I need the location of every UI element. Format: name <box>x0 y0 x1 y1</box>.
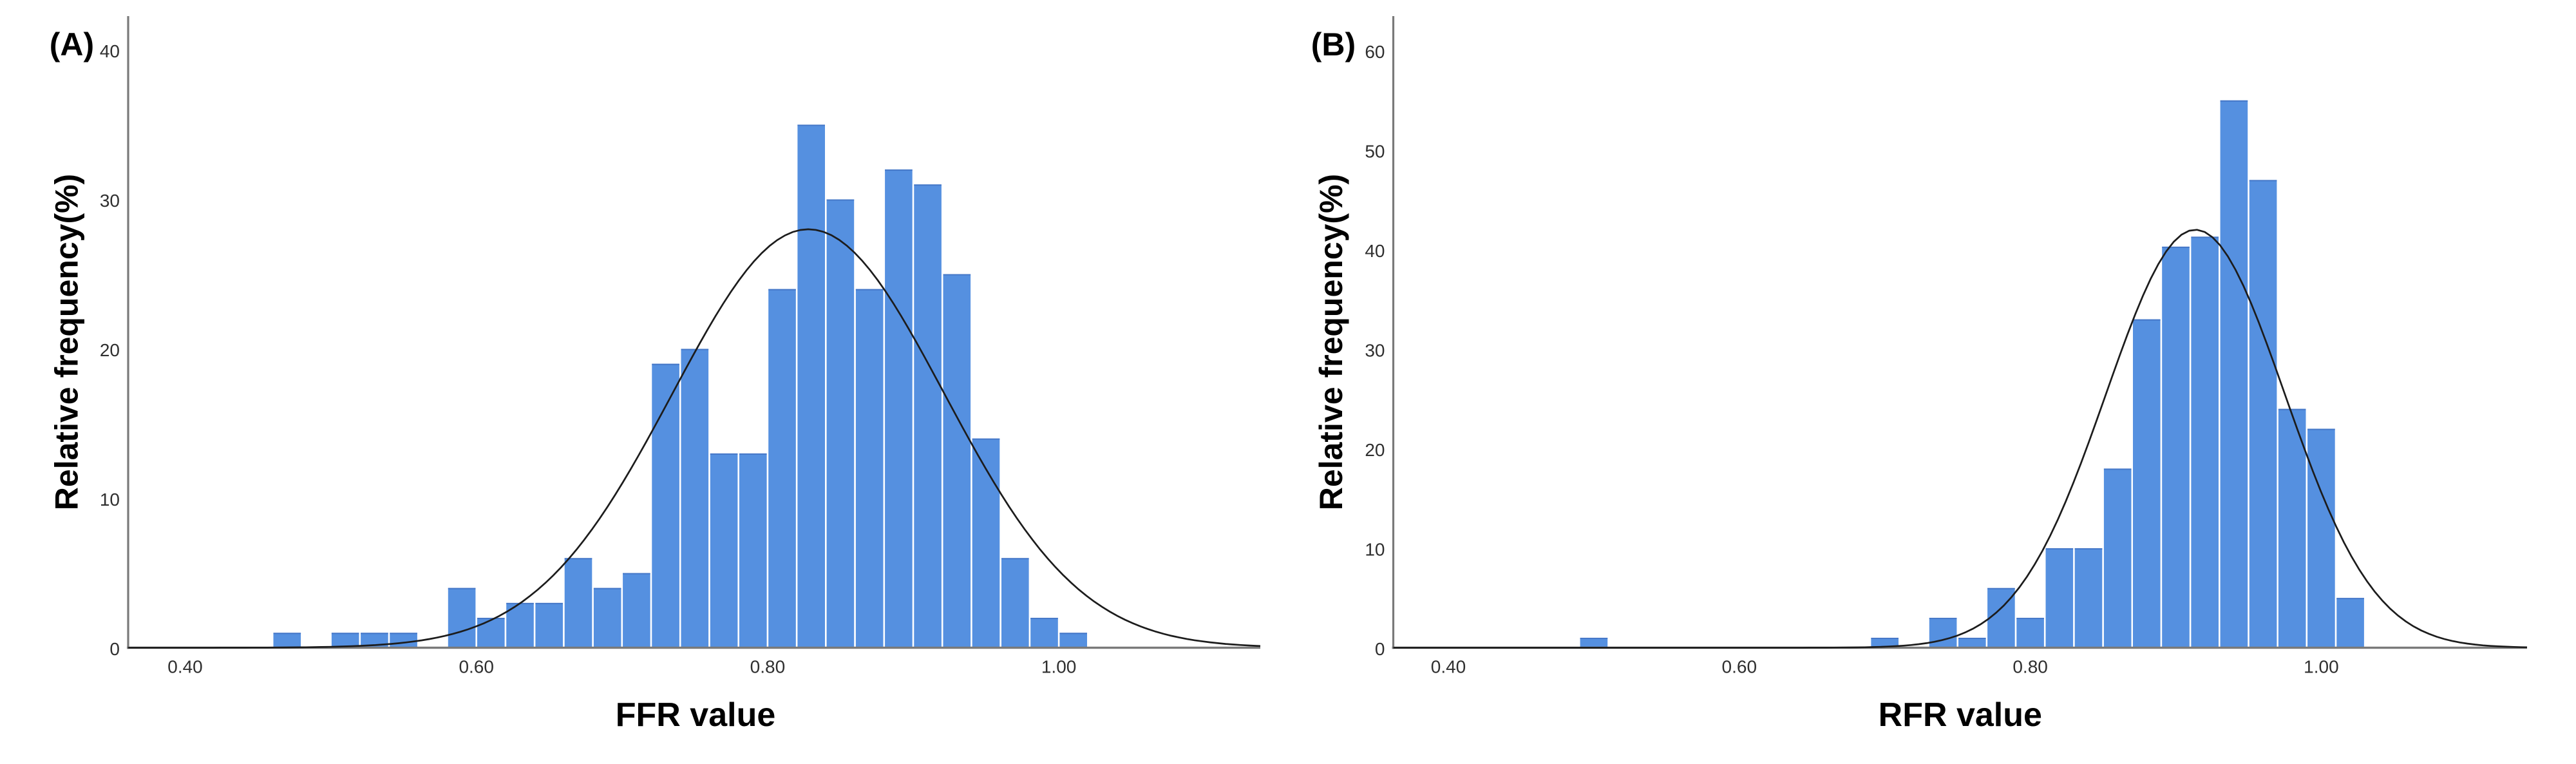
svg-text:Relative frequency(%): Relative frequency(%) <box>49 174 85 510</box>
svg-text:10: 10 <box>100 490 120 510</box>
svg-text:0.60: 0.60 <box>459 657 494 677</box>
svg-text:(B): (B) <box>1311 26 1356 62</box>
svg-text:Relative frequency(%): Relative frequency(%) <box>1313 174 1349 510</box>
svg-text:30: 30 <box>1365 341 1385 361</box>
svg-text:0: 0 <box>109 639 120 659</box>
svg-text:1.00: 1.00 <box>2304 657 2339 677</box>
svg-text:0.40: 0.40 <box>1431 657 1466 677</box>
svg-text:60: 60 <box>1365 42 1385 62</box>
svg-text:30: 30 <box>100 191 120 211</box>
svg-text:1.00: 1.00 <box>1041 657 1077 677</box>
svg-text:10: 10 <box>1365 540 1385 560</box>
svg-text:50: 50 <box>1365 142 1385 162</box>
svg-text:20: 20 <box>100 340 120 360</box>
svg-text:RFR value: RFR value <box>1879 696 2042 734</box>
svg-text:(A): (A) <box>50 26 94 62</box>
svg-text:FFR value: FFR value <box>616 696 776 734</box>
svg-text:0.80: 0.80 <box>750 657 786 677</box>
svg-text:0.80: 0.80 <box>2012 657 2048 677</box>
svg-text:0.60: 0.60 <box>1722 657 1757 677</box>
svg-text:20: 20 <box>1365 440 1385 460</box>
svg-text:0: 0 <box>1375 639 1385 659</box>
svg-text:40: 40 <box>1365 241 1385 261</box>
svg-text:0.40: 0.40 <box>167 657 203 677</box>
svg-text:40: 40 <box>100 41 120 61</box>
